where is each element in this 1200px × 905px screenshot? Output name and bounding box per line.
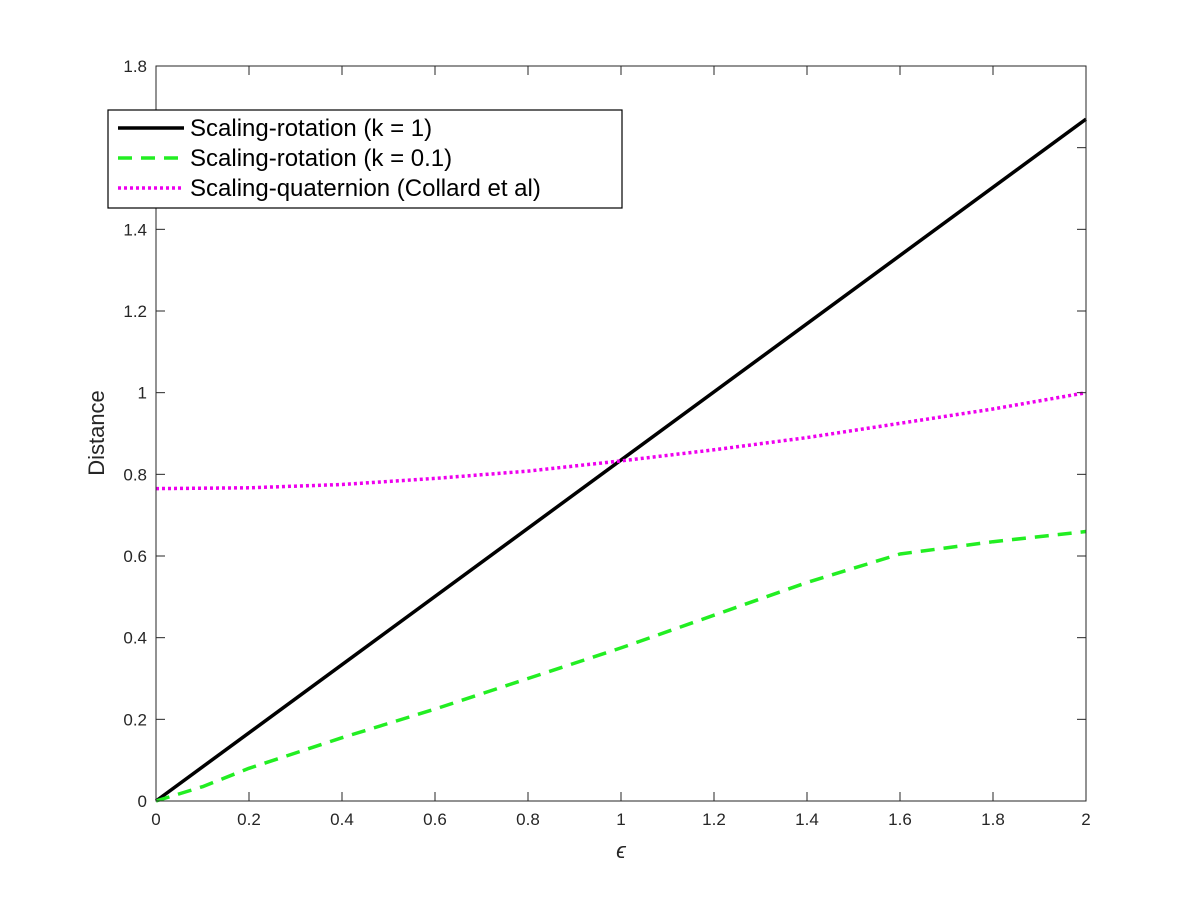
y-tick-label: 1.4 [123,220,147,239]
series-layer [154,117,1088,803]
y-tick-label: 1 [138,384,147,403]
y-tick-label: 1.8 [123,57,147,76]
legend-box [107,109,623,209]
legend: Scaling-rotation (k = 1) Scaling-rotation… [107,109,623,209]
y-tick-label: 0.2 [123,710,147,729]
x-tick-label: 0.8 [516,810,540,829]
legend-label-3: Scaling-quaternion (Collard et al) [190,175,541,202]
plot-frame [155,65,1087,802]
x-tick-label: 1.2 [702,810,726,829]
series-line-1 [154,117,1088,803]
x-tick-label: 0 [151,810,160,829]
x-tick-label: 0.2 [237,810,261,829]
y-tick-label: 0 [138,792,147,811]
y-axis-label: Distance [84,390,109,476]
legend-label-2: Scaling-rotation (k = 0.1) [190,145,452,172]
series-line-2 [155,529,1087,803]
y-tick-label: 0.6 [123,547,147,566]
x-axis-label: ϵ [616,838,627,863]
y-tick-label: 0.4 [123,629,147,648]
y-tick-label: 0.8 [123,465,147,484]
x-tick-label: 2 [1081,810,1090,829]
x-tick-label: 0.4 [330,810,354,829]
x-tick-label: 0.6 [423,810,447,829]
x-tick-label: 1 [616,810,625,829]
x-tick-label: 1.4 [795,810,819,829]
x-tick-label: 1.6 [888,810,912,829]
x-tick-label: 1.8 [981,810,1005,829]
y-tick-label: 1.2 [123,302,147,321]
legend-label-1: Scaling-rotation (k = 1) [190,115,432,142]
